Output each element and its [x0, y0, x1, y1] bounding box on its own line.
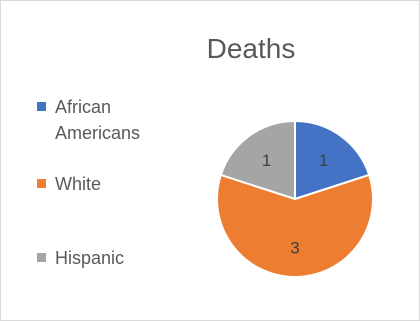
pie-slice-white — [216, 173, 374, 279]
legend-label-white: White — [55, 174, 102, 194]
data-label-african-americans: 1 — [319, 151, 328, 170]
legend-swatch-white — [37, 179, 46, 188]
legend-label-african-americans: African Americans — [55, 97, 141, 143]
pie-slice-african-americans — [294, 119, 371, 201]
legend-label-hispanic: Hispanic — [55, 248, 125, 268]
legend-swatch-hispanic — [37, 253, 46, 262]
data-label-hispanic: 1 — [262, 151, 271, 170]
data-label-white: 3 — [290, 238, 299, 257]
chart-title: Deaths — [206, 33, 296, 64]
legend-swatch-african-americans — [37, 102, 46, 111]
pie-slice-hispanic — [219, 119, 296, 201]
